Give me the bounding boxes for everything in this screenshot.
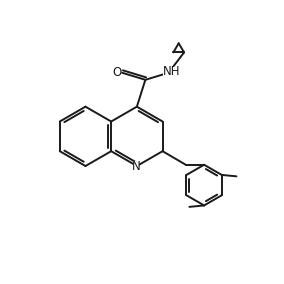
Text: O: O (112, 66, 122, 79)
Text: N: N (132, 160, 141, 172)
FancyBboxPatch shape (163, 67, 180, 77)
FancyBboxPatch shape (114, 67, 120, 77)
FancyBboxPatch shape (133, 161, 139, 171)
Text: NH: NH (163, 65, 180, 78)
